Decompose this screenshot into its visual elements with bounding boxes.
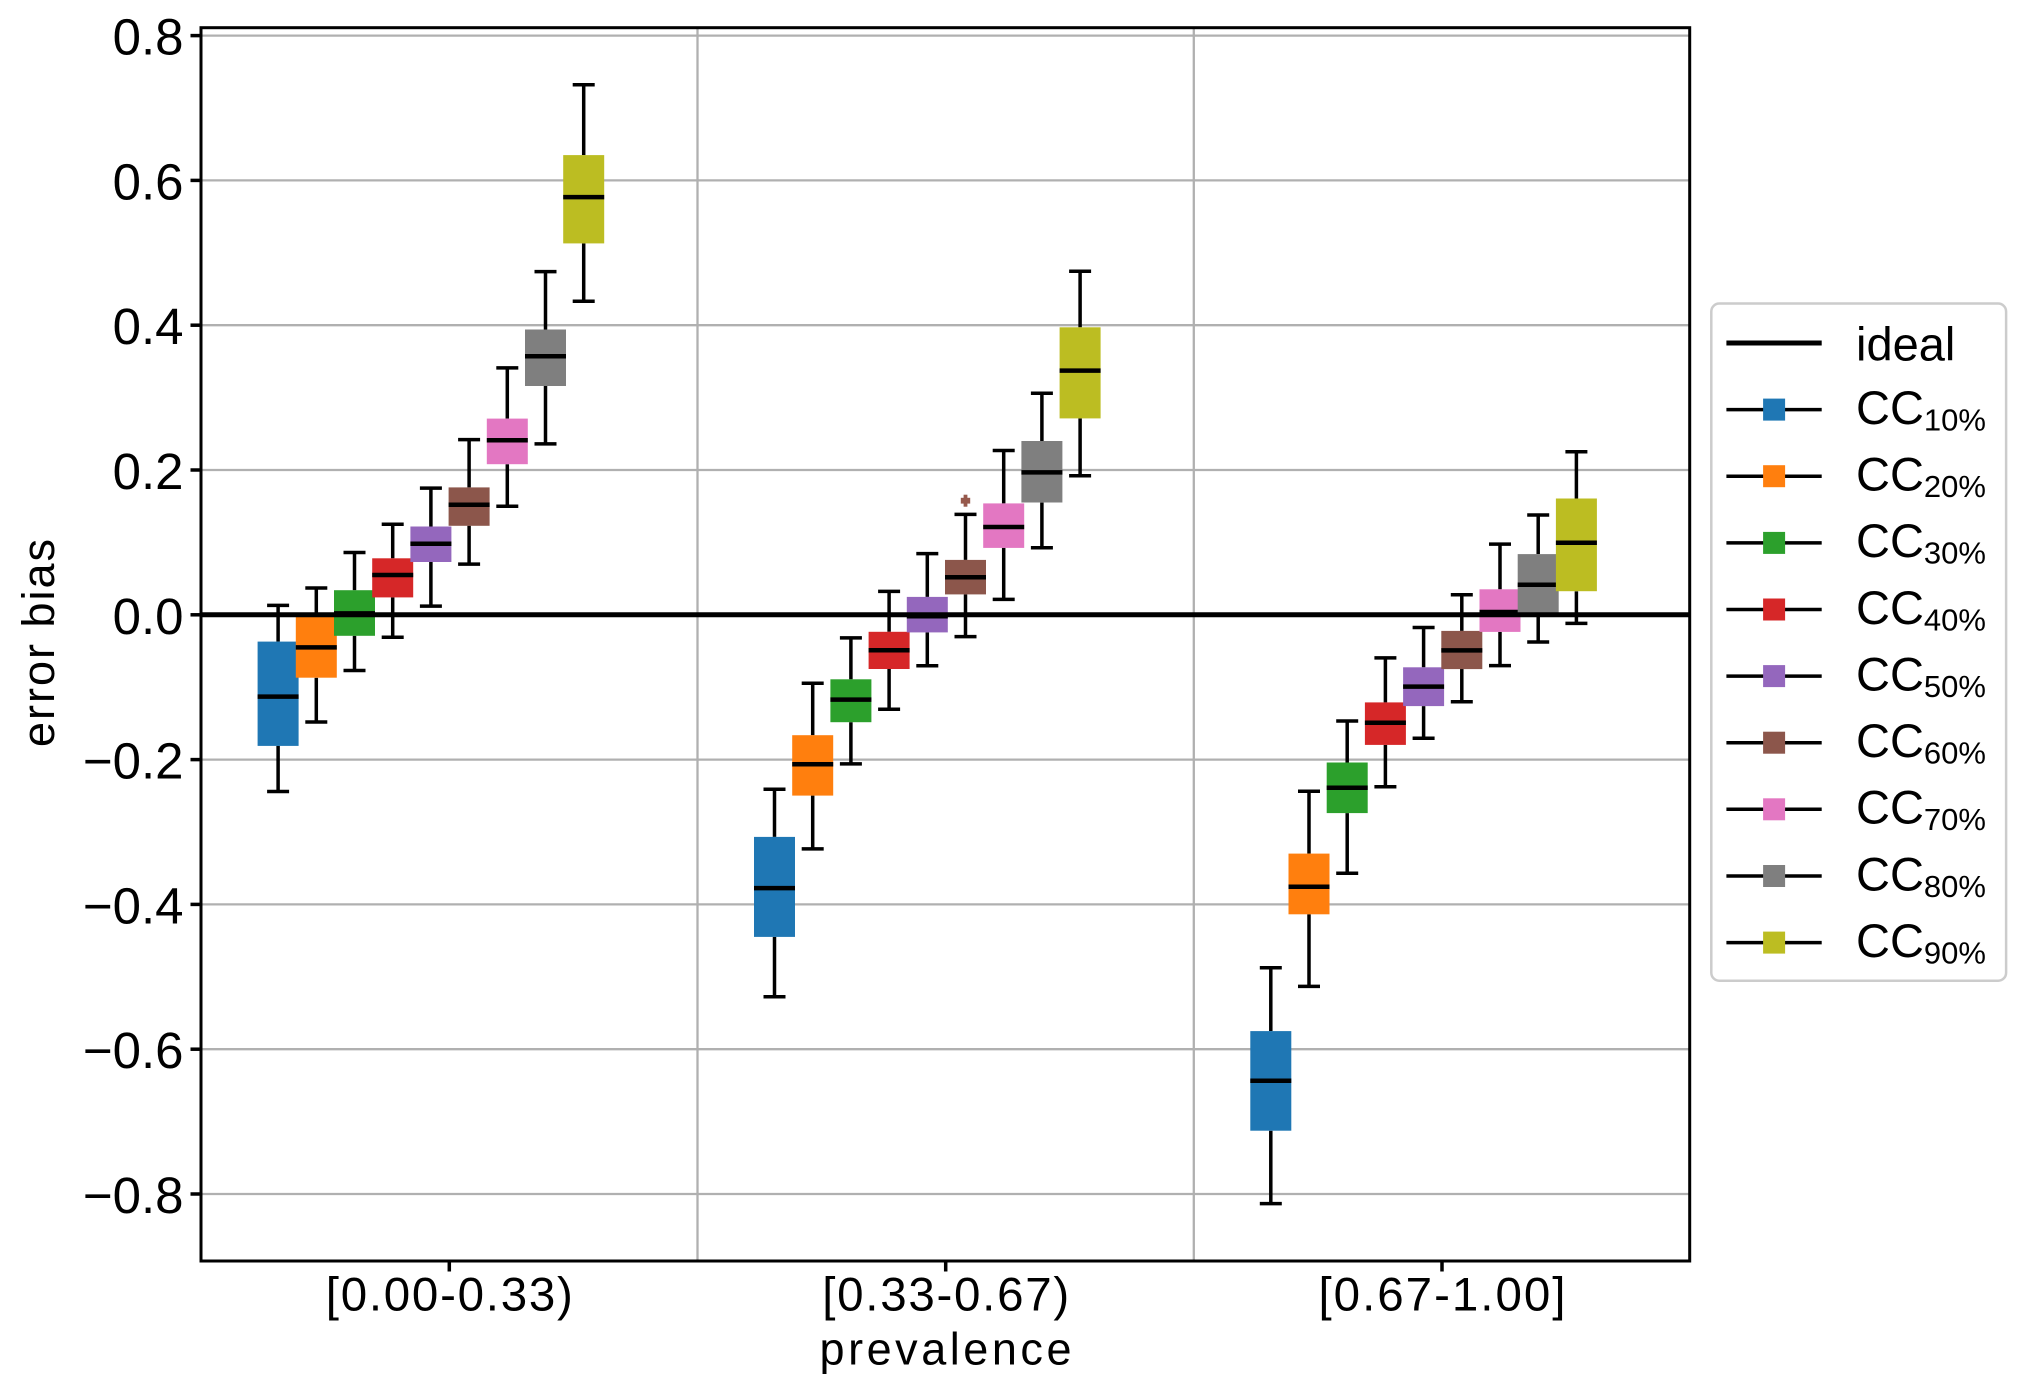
svg-text:0.6: 0.6	[113, 153, 184, 210]
svg-text:prevalence: prevalence	[820, 1323, 1072, 1374]
svg-text:−0.6: −0.6	[83, 1022, 184, 1079]
svg-text:−0.4: −0.4	[83, 877, 184, 934]
svg-text:[0.00-0.33): [0.00-0.33)	[326, 1269, 573, 1322]
svg-text:ideal: ideal	[1856, 318, 1955, 371]
svg-text:0.4: 0.4	[113, 298, 184, 355]
svg-text:CC40%: CC40%	[1856, 581, 1986, 638]
svg-text:0.2: 0.2	[113, 443, 184, 500]
svg-text:error bias: error bias	[13, 539, 64, 747]
svg-text:[0.33-0.67): [0.33-0.67)	[822, 1269, 1069, 1322]
svg-text:[0.67-1.00]: [0.67-1.00]	[1319, 1269, 1566, 1322]
svg-text:0.8: 0.8	[113, 9, 184, 66]
svg-text:−0.2: −0.2	[83, 733, 184, 790]
svg-text:−0.8: −0.8	[83, 1167, 184, 1224]
svg-text:0.0: 0.0	[113, 588, 184, 645]
